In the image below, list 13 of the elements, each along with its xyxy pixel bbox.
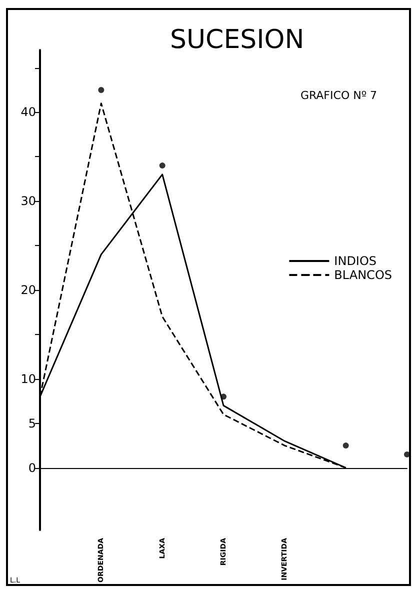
point [98, 87, 104, 93]
chart-title: SUCESION [170, 25, 304, 55]
y-tick-label: 30 [20, 194, 36, 208]
annotation: GRAFICO Nº 7 [300, 89, 378, 102]
y-tick-label: 5 [28, 416, 36, 430]
y-tick-label: 10 [20, 372, 36, 386]
point [159, 162, 166, 169]
y-tick-label: 0 [28, 460, 36, 475]
legend-label: INDIOS [334, 254, 377, 268]
legend-label: BLANCOS [334, 268, 392, 282]
y-tick-label: 20 [20, 283, 36, 297]
y-tick-label: 40 [20, 105, 36, 120]
point [342, 442, 349, 449]
